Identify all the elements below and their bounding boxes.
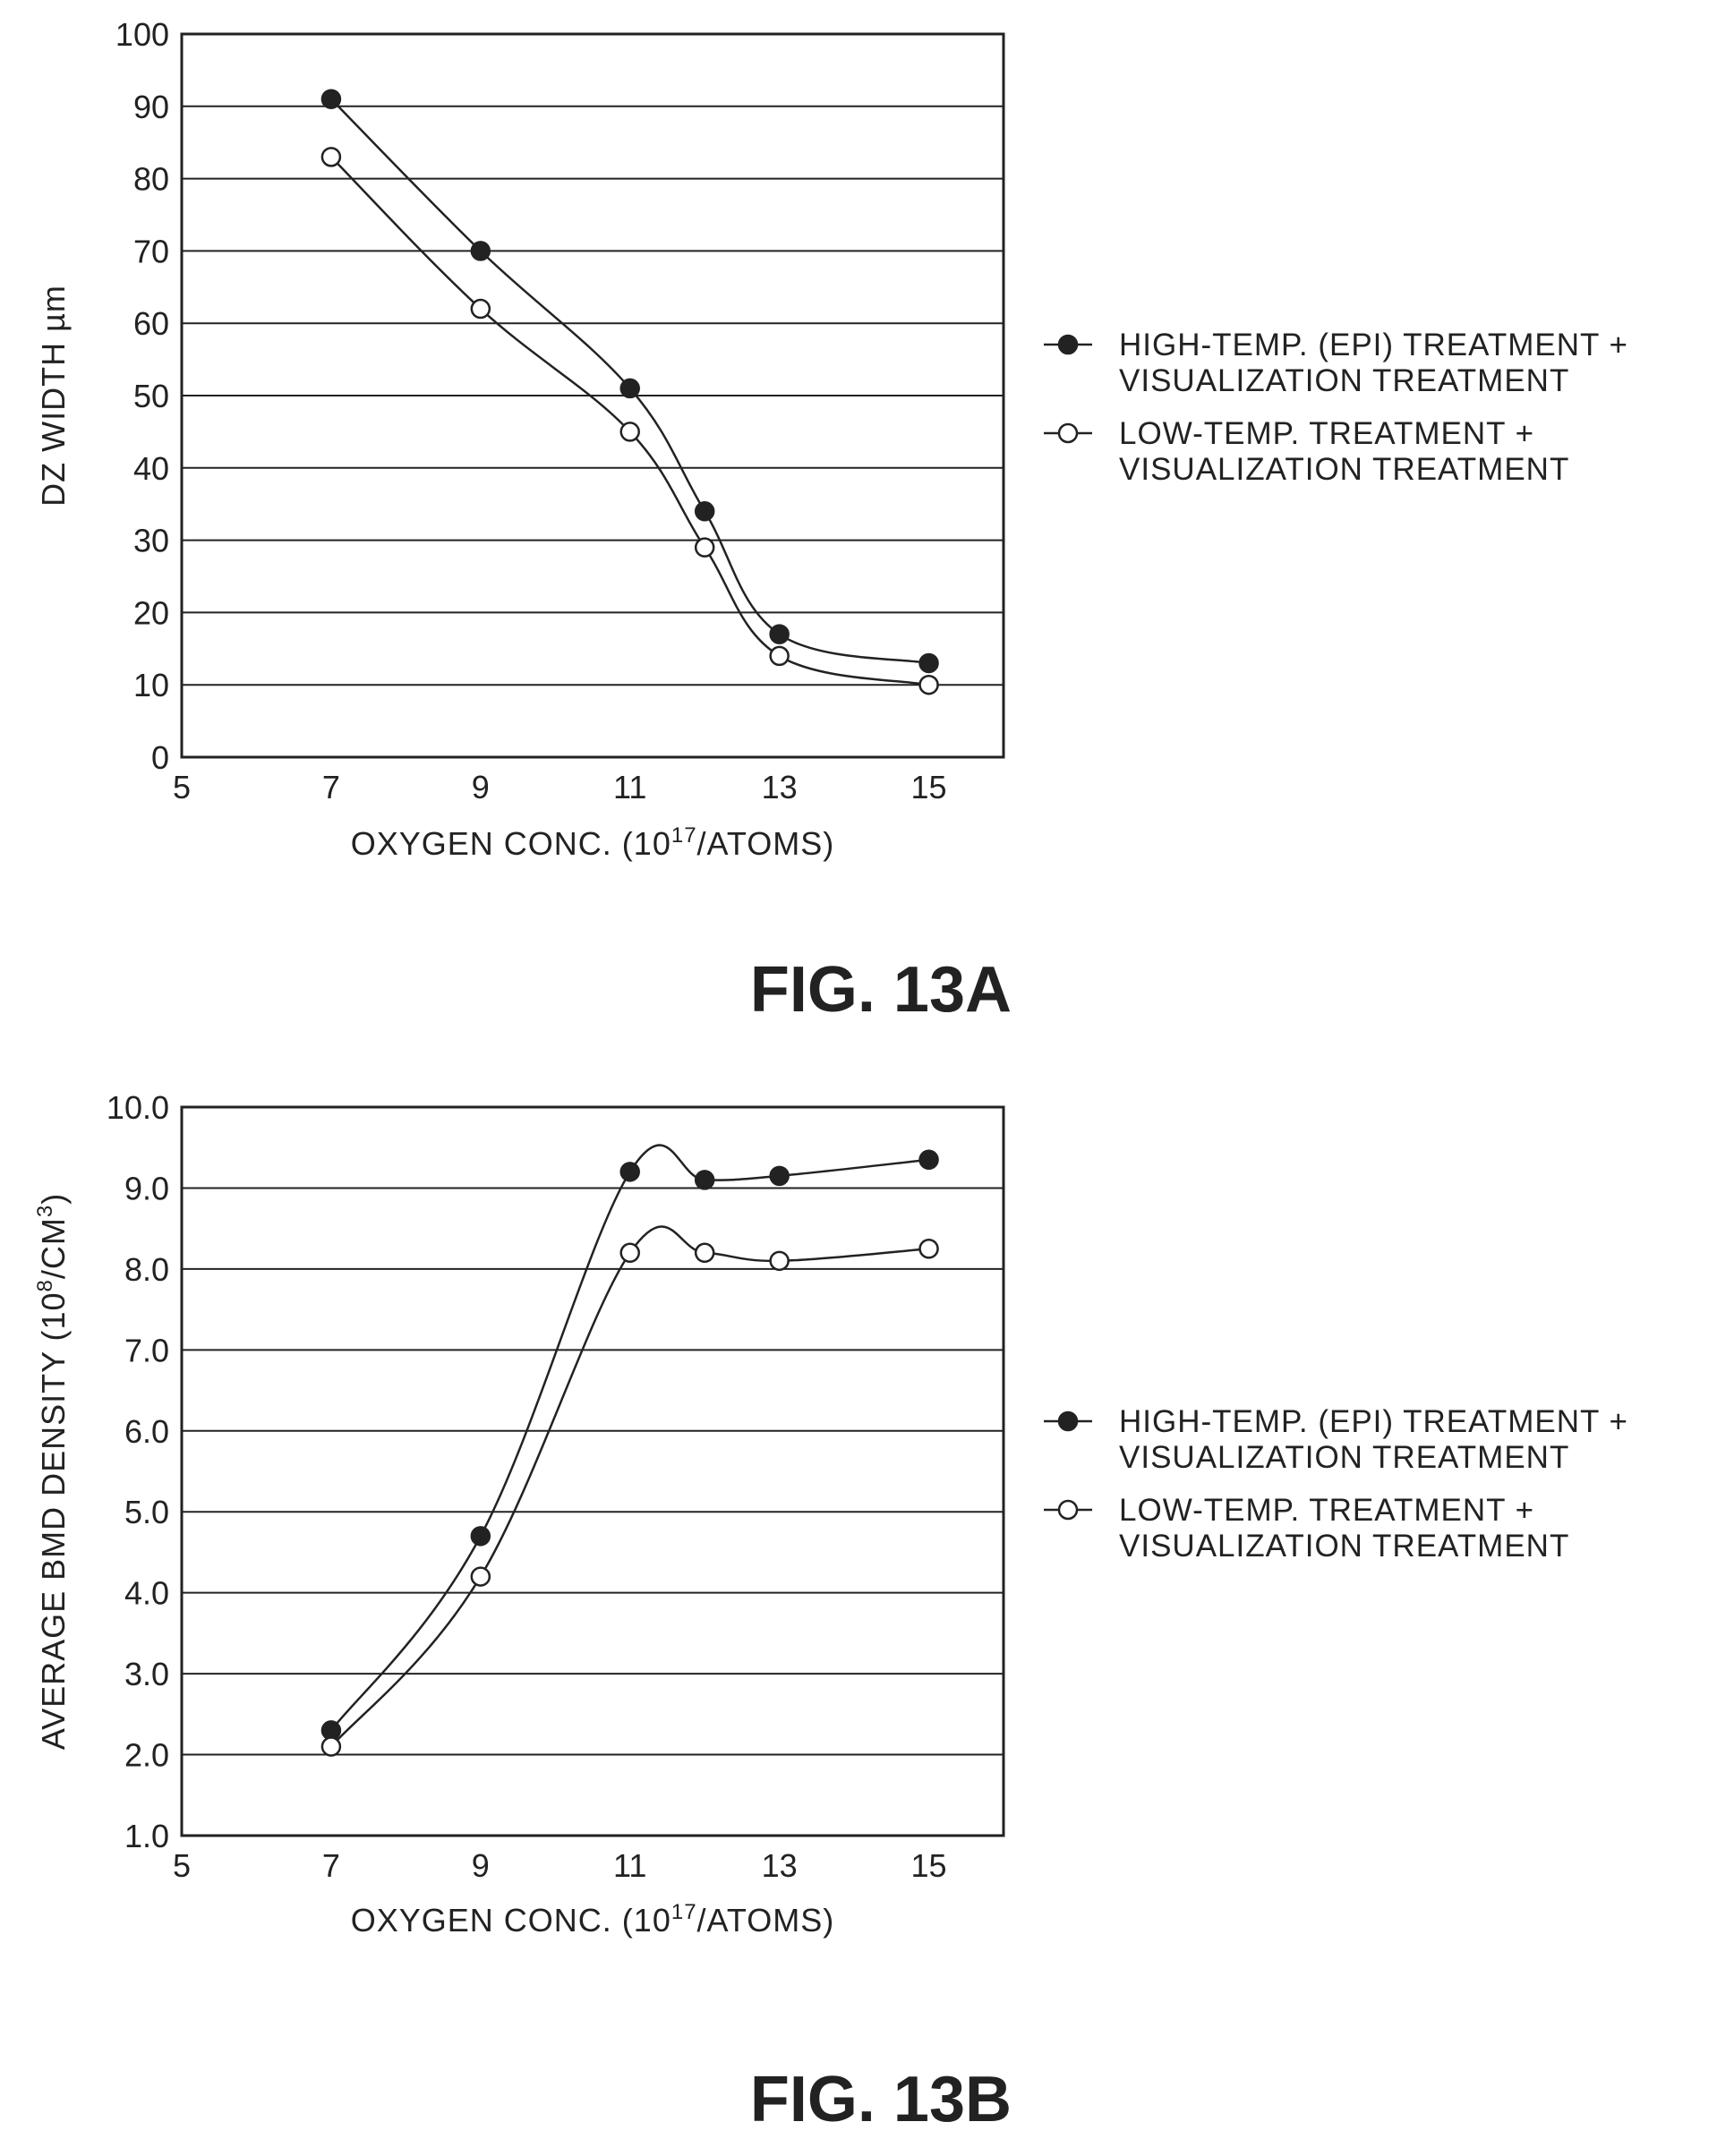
x-tick-label-13b: 11 bbox=[613, 1847, 646, 1884]
y-tick-label-13a: 0 bbox=[151, 739, 169, 776]
data-point-low-temp-13b bbox=[320, 1736, 342, 1757]
x-tick-label-13b: 7 bbox=[322, 1847, 340, 1884]
legend-label-high-temp-13b: HIGH-TEMP. (EPI) TREATMENT + bbox=[1119, 1404, 1628, 1439]
figure-caption-13a: FIG. 13A bbox=[750, 954, 1012, 1026]
y-tick-label-13a: 80 bbox=[133, 161, 169, 198]
y-tick-label-13b: 8.0 bbox=[124, 1251, 169, 1288]
data-point-low-temp-13b bbox=[619, 1242, 640, 1264]
legend-item-high-temp-13b: HIGH-TEMP. (EPI) TREATMENT + VISUALIZATI… bbox=[1044, 1404, 1628, 1475]
legend-item-low-temp-13b: LOW-TEMP. TREATMENT + VISUALIZATION TREA… bbox=[1044, 1493, 1569, 1564]
data-point-high-temp-13b bbox=[918, 1149, 939, 1171]
y-tick-label-13a: 100 bbox=[115, 16, 169, 53]
legend-label-low-temp-13a-line2: VISUALIZATION TREATMENT bbox=[1119, 452, 1569, 487]
y-tick-label-13b: 2.0 bbox=[124, 1737, 169, 1774]
x-tick-label-13a: 7 bbox=[322, 769, 340, 805]
y-axis-label-13a: DZ WIDTH µm bbox=[35, 285, 72, 507]
x-ticks-13b: 5 7 9 11 13 15 bbox=[173, 1847, 947, 1884]
x-tick-label-13b: 13 bbox=[762, 1847, 798, 1884]
y-tick-label-13b: 4.0 bbox=[124, 1575, 169, 1612]
data-point-high-temp-13b bbox=[619, 1162, 640, 1182]
x-tick-label-13a: 9 bbox=[472, 769, 490, 805]
y-tick-label-13a: 60 bbox=[133, 305, 169, 342]
legend-item-low-temp-13a: LOW-TEMP. TREATMENT + VISUALIZATION TREA… bbox=[1044, 416, 1569, 487]
chart-13a: 0 10 20 30 40 50 60 70 80 90 100 5 7 9 11 13 15 DZ WIDT… bbox=[35, 16, 1628, 1026]
x-tick-label-13a: 15 bbox=[911, 769, 947, 805]
x-axis-label-13a: OXYGEN CONC. (1017/ATOMS) bbox=[351, 823, 834, 862]
data-point-high-temp-13a bbox=[470, 241, 491, 261]
data-point-high-temp-13a bbox=[619, 378, 640, 399]
data-point-low-temp-13a bbox=[470, 298, 491, 320]
data-point-low-temp-13a bbox=[320, 147, 342, 167]
grid-13a bbox=[182, 105, 1004, 686]
series-13a bbox=[320, 89, 939, 695]
x-tick-label-13b: 5 bbox=[173, 1847, 191, 1884]
y-tick-label-13b: 5.0 bbox=[124, 1494, 169, 1530]
y-ticks-13b: 1.0 2.0 3.0 4.0 5.0 6.0 7.0 8.0 9.0 10.0 bbox=[107, 1089, 169, 1854]
y-tick-label-13b: 7.0 bbox=[124, 1332, 169, 1368]
figure-caption-13b: FIG. 13B bbox=[750, 2064, 1012, 2135]
chart-13b: 1.0 2.0 3.0 4.0 5.0 6.0 7.0 8.0 9.0 10.0 5 7 9 11 13 1… bbox=[33, 1089, 1628, 2135]
series-line-high-temp-13a bbox=[330, 98, 929, 665]
series-13b bbox=[320, 1144, 939, 1757]
x-axis-label-13b: OXYGEN CONC. (1017/ATOMS) bbox=[351, 1900, 834, 1939]
x-tick-label-13a: 13 bbox=[762, 769, 798, 805]
y-tick-label-13a: 50 bbox=[133, 378, 169, 414]
grid-13b bbox=[182, 1187, 1004, 1756]
y-tick-label-13a: 70 bbox=[133, 233, 169, 269]
y-ticks-13a: 0 10 20 30 40 50 60 70 80 90 100 bbox=[115, 16, 169, 776]
legend-label-low-temp-13b-line2: VISUALIZATION TREATMENT bbox=[1119, 1529, 1569, 1564]
legend-label-high-temp-13a-line2: VISUALIZATION TREATMENT bbox=[1119, 363, 1569, 398]
legend-label-high-temp-13b-line2: VISUALIZATION TREATMENT bbox=[1119, 1440, 1569, 1475]
data-point-high-temp-13a bbox=[769, 624, 790, 644]
data-point-low-temp-13a bbox=[769, 645, 790, 667]
y-tick-label-13a: 10 bbox=[133, 667, 169, 703]
data-point-high-temp-13b bbox=[694, 1170, 715, 1190]
y-tick-label-13b: 10.0 bbox=[107, 1089, 169, 1126]
data-point-low-temp-13a bbox=[918, 674, 939, 695]
data-point-low-temp-13a bbox=[694, 537, 715, 558]
legend-13a: HIGH-TEMP. (EPI) TREATMENT + VISUALIZATI… bbox=[1044, 328, 1628, 487]
data-point-high-temp-13a bbox=[694, 501, 715, 522]
legend-label-low-temp-13a: LOW-TEMP. TREATMENT + bbox=[1119, 416, 1534, 451]
data-point-high-temp-13b bbox=[470, 1526, 491, 1547]
y-axis-label-13b: AVERAGE BMD DENSITY (108/CM3) bbox=[33, 1193, 72, 1751]
data-point-high-temp-13a bbox=[918, 652, 939, 674]
y-tick-label-13b: 3.0 bbox=[124, 1656, 169, 1692]
y-tick-label-13b: 6.0 bbox=[124, 1413, 169, 1450]
plot-frame-13b bbox=[180, 1105, 1005, 1837]
legend-label-low-temp-13b: LOW-TEMP. TREATMENT + bbox=[1119, 1493, 1534, 1528]
series-line-low-temp-13b bbox=[329, 1225, 929, 1748]
data-point-low-temp-13a bbox=[619, 422, 640, 442]
series-line-low-temp-13a bbox=[330, 156, 929, 686]
y-tick-label-13a: 40 bbox=[133, 450, 169, 487]
data-point-high-temp-13a bbox=[320, 89, 342, 109]
legend-item-high-temp-13a: HIGH-TEMP. (EPI) TREATMENT + VISUALIZATI… bbox=[1044, 328, 1628, 398]
x-tick-label-13a: 11 bbox=[613, 769, 646, 805]
data-point-high-temp-13b bbox=[769, 1165, 790, 1187]
x-ticks-13a: 5 7 9 11 13 15 bbox=[173, 769, 947, 805]
y-tick-label-13a: 30 bbox=[133, 523, 169, 559]
y-tick-label-13a: 90 bbox=[133, 89, 169, 125]
x-tick-label-13a: 5 bbox=[173, 769, 191, 805]
data-point-low-temp-13b bbox=[694, 1242, 715, 1264]
legend-label-high-temp-13a: HIGH-TEMP. (EPI) TREATMENT + bbox=[1119, 328, 1628, 362]
series-line-high-temp-13b bbox=[329, 1144, 929, 1732]
x-tick-label-13b: 15 bbox=[911, 1847, 947, 1884]
x-tick-label-13b: 9 bbox=[472, 1847, 490, 1884]
data-point-low-temp-13b bbox=[470, 1566, 491, 1587]
y-tick-label-13b: 9.0 bbox=[124, 1170, 169, 1206]
y-tick-label-13a: 20 bbox=[133, 594, 169, 631]
data-point-low-temp-13b bbox=[769, 1250, 790, 1272]
y-tick-label-13b: 1.0 bbox=[124, 1818, 169, 1854]
data-point-low-temp-13b bbox=[918, 1239, 939, 1259]
legend-13b: HIGH-TEMP. (EPI) TREATMENT + VISUALIZATI… bbox=[1044, 1404, 1628, 1564]
